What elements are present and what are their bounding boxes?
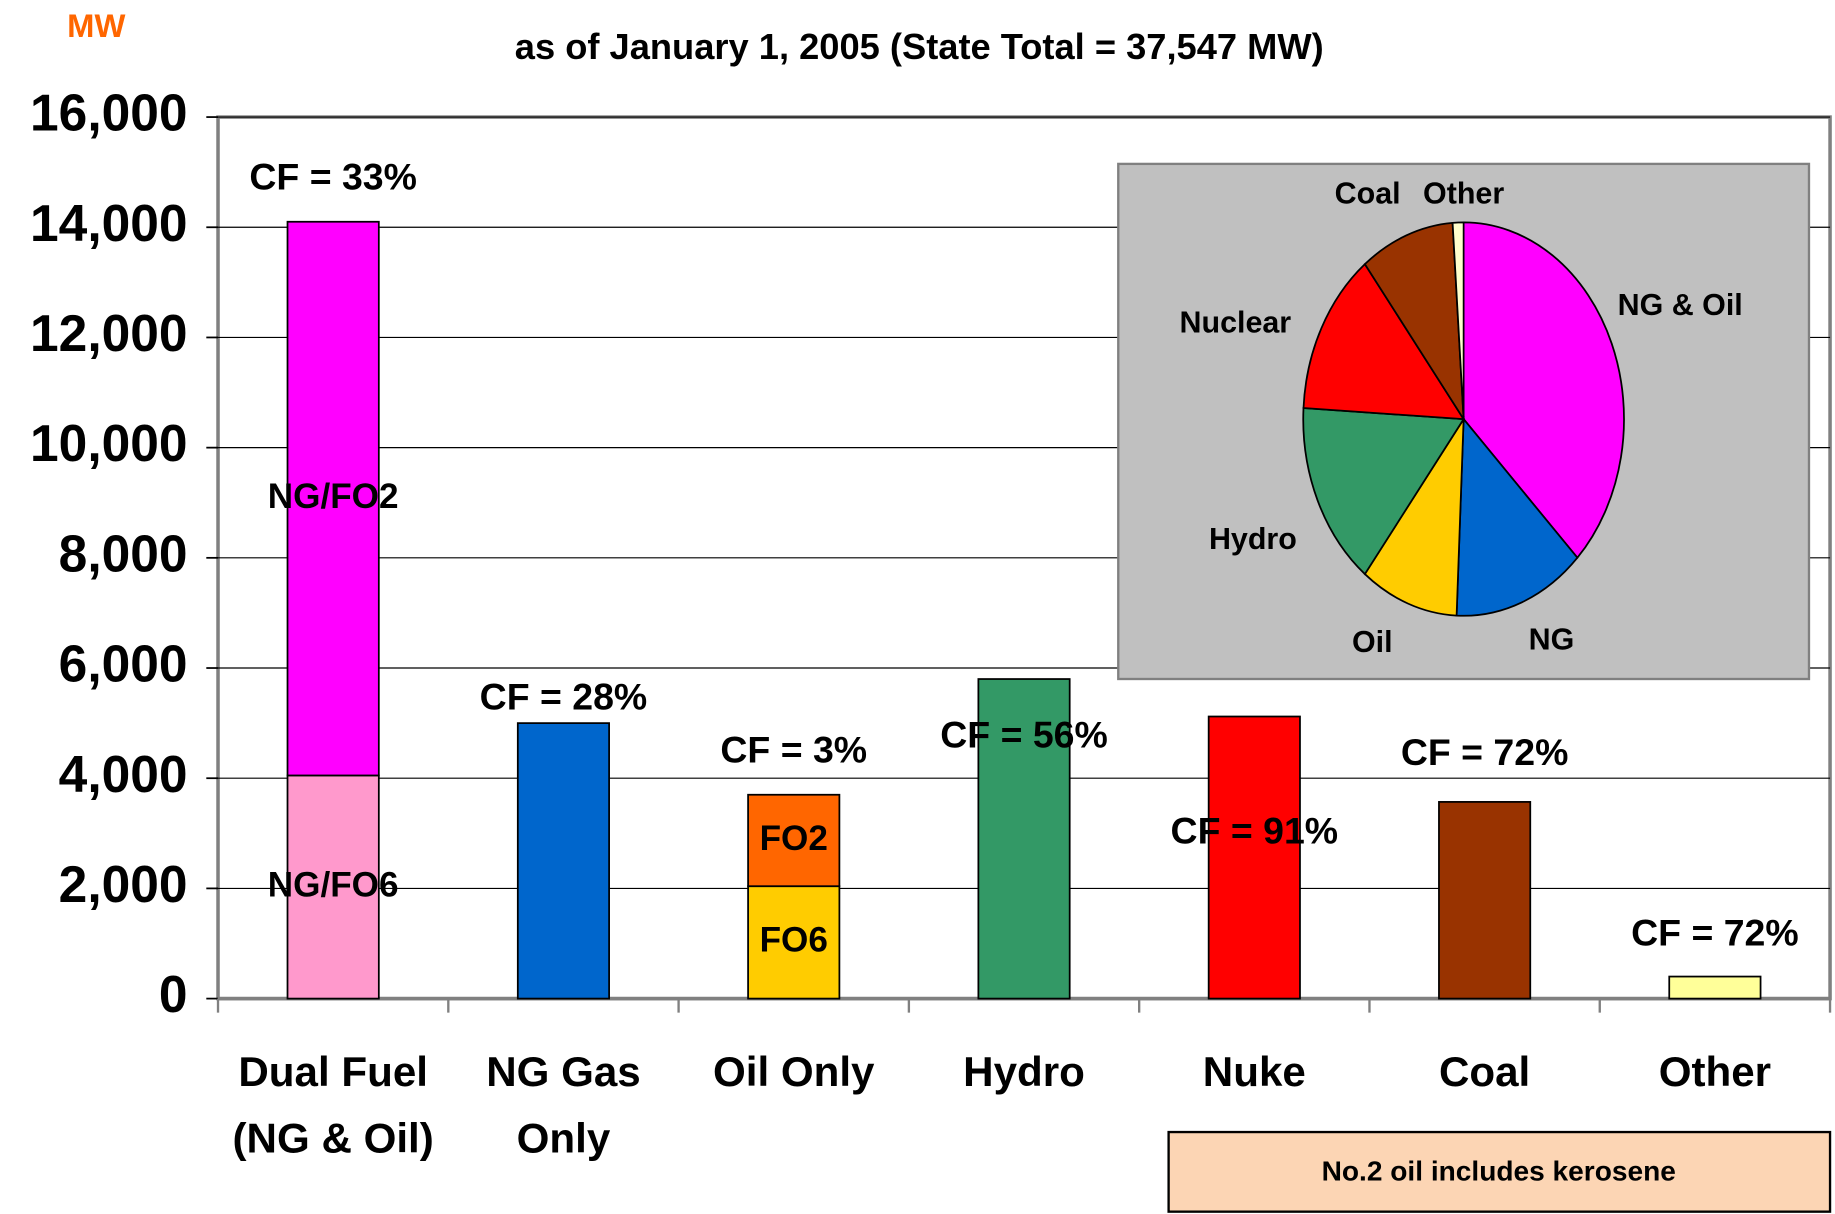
y-tick-label: 0 [159, 965, 188, 1023]
pie-label: NG [1529, 623, 1575, 657]
pie-slice [1363, 415, 1465, 617]
bar-segment [1668, 975, 1762, 1000]
x-tick-label: Hydro [963, 1048, 1085, 1095]
y-tick-label: 12,000 [30, 304, 188, 362]
pie-label: Other [1423, 177, 1504, 211]
segment-label: NG/FO2 [268, 477, 399, 516]
pie-label: NG & Oil [1618, 288, 1743, 322]
segment-label: FO2 [760, 819, 828, 858]
x-tick-label: NG Gas [486, 1048, 641, 1095]
pie-label: Nuclear [1180, 305, 1292, 339]
bar-segment [977, 678, 1071, 1000]
y-tick-label: 8,000 [59, 524, 188, 582]
bar-segment [747, 885, 841, 1000]
x-tick-label: Dual Fuel [238, 1048, 428, 1095]
bar-segment [1207, 715, 1301, 1000]
cf-label: CF = 91% [1171, 809, 1339, 851]
pie-slice [1302, 262, 1466, 421]
pie-label: Hydro [1209, 522, 1297, 556]
pie-slice [1302, 407, 1466, 576]
pie-slice [1363, 221, 1465, 423]
x-tick-label: Oil Only [713, 1048, 875, 1095]
cf-label: CF = 72% [1401, 731, 1569, 773]
cf-label: CF = 56% [940, 713, 1108, 755]
bar-segment [1438, 801, 1532, 1000]
cf-label: CF = 72% [1631, 911, 1799, 953]
bar-segment [286, 774, 380, 1000]
cf-label: CF = 33% [249, 155, 417, 197]
cf-label: CF = 28% [480, 676, 648, 718]
segment-label: NG/FO6 [268, 865, 399, 904]
note: No.2 oil includes kerosene [1322, 1155, 1676, 1186]
y-tick-label: 4,000 [59, 745, 188, 803]
chart-subtitle: as of January 1, 2005 (State Total = 37,… [515, 26, 1324, 67]
bar-segment [286, 220, 380, 777]
y-axis-label: MW [67, 7, 125, 44]
bar-segment [516, 722, 610, 1000]
pie-slice [1462, 221, 1625, 560]
x-tick-label: Other [1659, 1048, 1771, 1095]
x-tick-label: (NG & Oil) [233, 1115, 434, 1162]
y-tick-label: 10,000 [30, 414, 188, 472]
bar-segment [747, 793, 841, 888]
pie-slice [1455, 416, 1579, 617]
note-box [1167, 1130, 1832, 1213]
y-tick-label: 2,000 [59, 855, 188, 913]
pie-label: Coal [1335, 177, 1401, 211]
cf-label: CF = 3% [720, 728, 867, 770]
y-tick-label: 14,000 [30, 194, 188, 252]
x-tick-label: Nuke [1203, 1048, 1306, 1095]
segment-label: FO6 [760, 921, 828, 960]
y-tick-label: 6,000 [59, 635, 188, 693]
x-tick-label: Only [517, 1115, 611, 1162]
x-tick-label: Coal [1439, 1048, 1530, 1095]
pie-label: Oil [1352, 625, 1393, 659]
pie-slice [1451, 221, 1465, 420]
y-tick-label: 16,000 [30, 84, 188, 142]
